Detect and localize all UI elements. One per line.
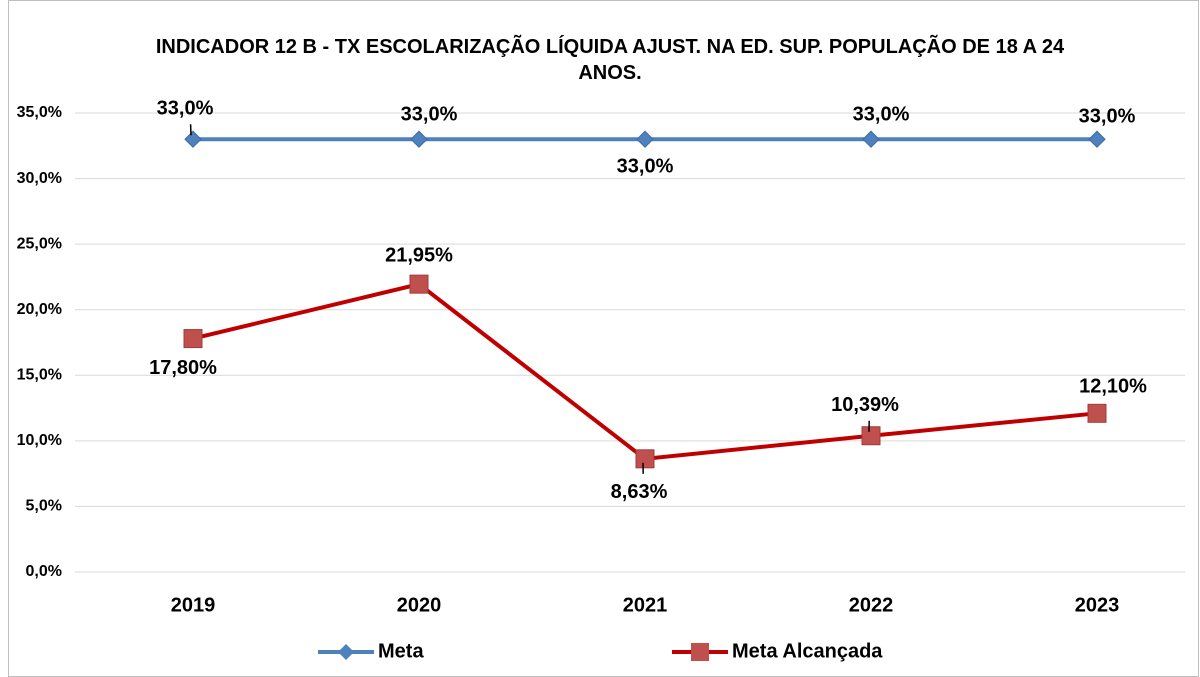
marker <box>184 130 202 148</box>
data-label: 33,0% <box>1079 106 1136 128</box>
chart-title: INDICADOR 12 B - TX ESCOLARIZAÇÃO LÍQUID… <box>155 36 1065 84</box>
legend-marker <box>338 644 354 660</box>
data-label: 33,0% <box>853 104 910 126</box>
marker <box>861 426 881 446</box>
y-tick-label: 10,0% <box>17 432 62 449</box>
data-label: 12,10% <box>1079 376 1147 398</box>
data-label: 17,80% <box>149 357 217 379</box>
y-tick-label: 5,0% <box>26 498 62 515</box>
legend-marker <box>691 643 709 661</box>
data-label: 33,0% <box>617 156 674 178</box>
x-tick-label: 2021 <box>623 594 668 616</box>
marker <box>636 130 654 148</box>
legend-label: Meta <box>378 640 424 662</box>
y-tick-label: 35,0% <box>17 104 62 121</box>
x-tick-label: 2022 <box>849 594 894 616</box>
marker <box>862 130 880 148</box>
x-tick-label: 2020 <box>397 594 442 616</box>
marker <box>410 130 428 148</box>
x-tick-label: 2023 <box>1075 594 1120 616</box>
data-label: 10,39% <box>831 394 899 416</box>
y-tick-label: 15,0% <box>17 367 62 384</box>
marker <box>1087 403 1107 423</box>
marker <box>635 449 655 469</box>
y-tick-label: 0,0% <box>26 563 62 580</box>
legend-label: Meta Alcançada <box>732 640 883 662</box>
y-tick-label: 25,0% <box>17 235 62 252</box>
data-label: 21,95% <box>385 244 453 266</box>
x-tick-label: 2019 <box>171 594 216 616</box>
marker <box>183 329 203 349</box>
y-tick-label: 20,0% <box>17 301 62 318</box>
data-label: 33,0% <box>401 104 458 126</box>
data-label: 33,0% <box>157 98 214 120</box>
series-line <box>192 281 1098 461</box>
y-tick-label: 30,0% <box>17 170 62 187</box>
marker <box>409 274 429 294</box>
data-label: 8,63% <box>611 481 668 503</box>
marker <box>1088 130 1106 148</box>
